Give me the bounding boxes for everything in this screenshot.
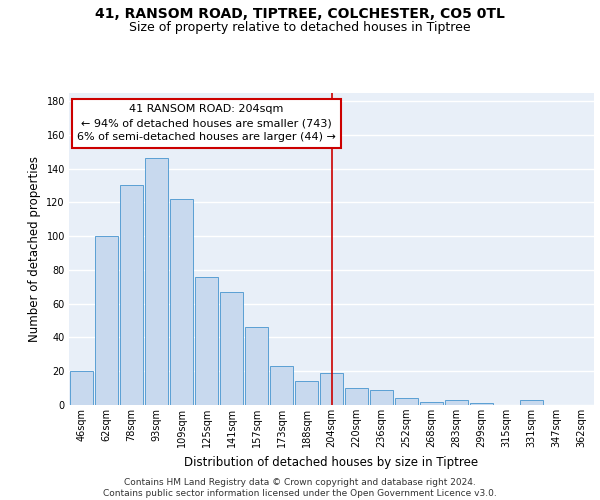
Bar: [95, 236, 118, 405]
X-axis label: Distribution of detached houses by size in Tiptree: Distribution of detached houses by size …: [184, 456, 479, 468]
Bar: [445, 400, 469, 405]
Bar: [520, 400, 544, 405]
Bar: [220, 292, 244, 405]
Bar: [119, 186, 143, 405]
Y-axis label: Number of detached properties: Number of detached properties: [28, 156, 41, 342]
Bar: [269, 366, 293, 405]
Bar: [70, 371, 94, 405]
Bar: [170, 199, 193, 405]
Bar: [395, 398, 418, 405]
Bar: [295, 382, 319, 405]
Bar: [370, 390, 394, 405]
Bar: [320, 373, 343, 405]
Bar: [344, 388, 368, 405]
Text: 41, RANSOM ROAD, TIPTREE, COLCHESTER, CO5 0TL: 41, RANSOM ROAD, TIPTREE, COLCHESTER, CO…: [95, 8, 505, 22]
Text: Size of property relative to detached houses in Tiptree: Size of property relative to detached ho…: [129, 21, 471, 34]
Bar: [245, 328, 268, 405]
Bar: [470, 404, 493, 405]
Text: 41 RANSOM ROAD: 204sqm
← 94% of detached houses are smaller (743)
6% of semi-det: 41 RANSOM ROAD: 204sqm ← 94% of detached…: [77, 104, 336, 142]
Text: Contains HM Land Registry data © Crown copyright and database right 2024.
Contai: Contains HM Land Registry data © Crown c…: [103, 478, 497, 498]
Bar: [194, 276, 218, 405]
Bar: [419, 402, 443, 405]
Bar: [145, 158, 169, 405]
